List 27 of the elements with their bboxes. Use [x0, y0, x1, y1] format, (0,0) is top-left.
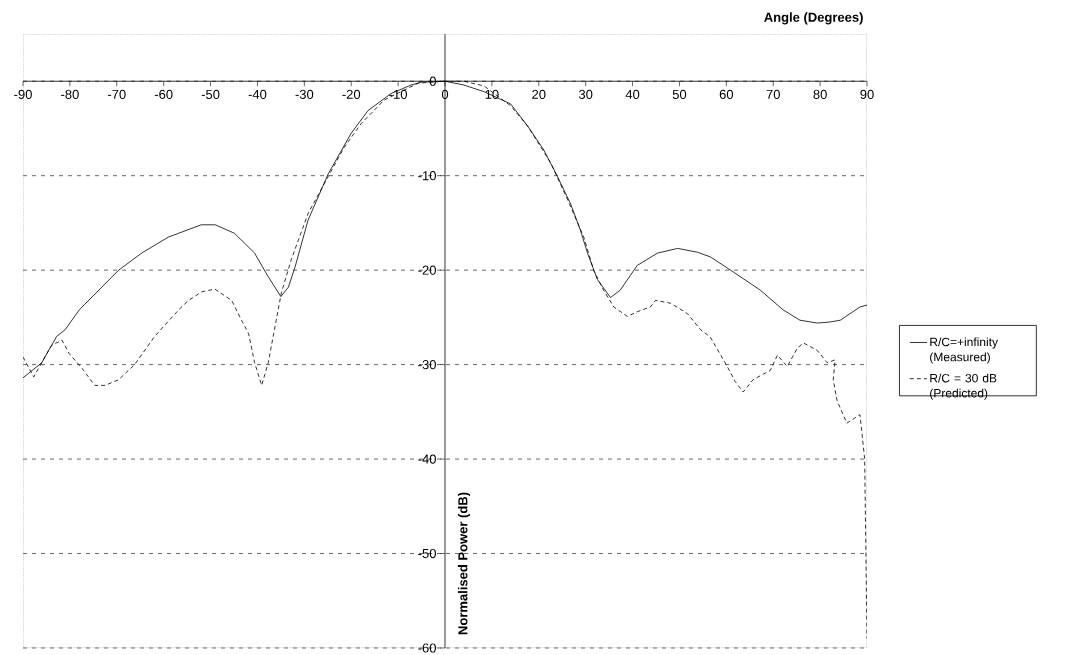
x-tick-label: 30 [578, 89, 593, 99]
x-tick-label: -50 [201, 89, 220, 99]
x-tick-label: -30 [295, 89, 314, 99]
x-axis-title: Angle (Degrees) [764, 12, 863, 25]
x-tick-label: 0 [441, 89, 449, 99]
y-tick-label: -60 [418, 643, 436, 653]
y-tick-label: -10 [418, 171, 436, 181]
legend-label: R/C=+infinity (Measured) [930, 337, 998, 364]
x-tick-label: 90 [860, 89, 874, 99]
x-tick-label: -90 [14, 89, 32, 99]
y-axis-title: Normalised Power (dB) [457, 492, 471, 635]
x-tick-label: 40 [625, 89, 640, 99]
legend-label: R/C = 30 dB (Predicted) [930, 373, 997, 400]
x-tick-label: 20 [532, 89, 546, 99]
x-tick-label: 60 [719, 89, 734, 99]
x-tick-label: 70 [766, 89, 780, 99]
y-tick-label: -20 [418, 265, 436, 275]
x-tick-label: -40 [248, 89, 267, 99]
x-tick-label: -80 [61, 89, 79, 99]
y-tick-label: -40 [418, 454, 436, 464]
y-tick-label: -30 [418, 360, 436, 370]
x-tick-label: 80 [813, 89, 827, 99]
x-tick-label: -60 [154, 89, 173, 99]
x-tick-label: -70 [107, 89, 126, 99]
x-tick-label: 50 [672, 89, 687, 99]
y-tick-label: -50 [418, 548, 436, 559]
x-tick-label: -20 [342, 89, 361, 99]
